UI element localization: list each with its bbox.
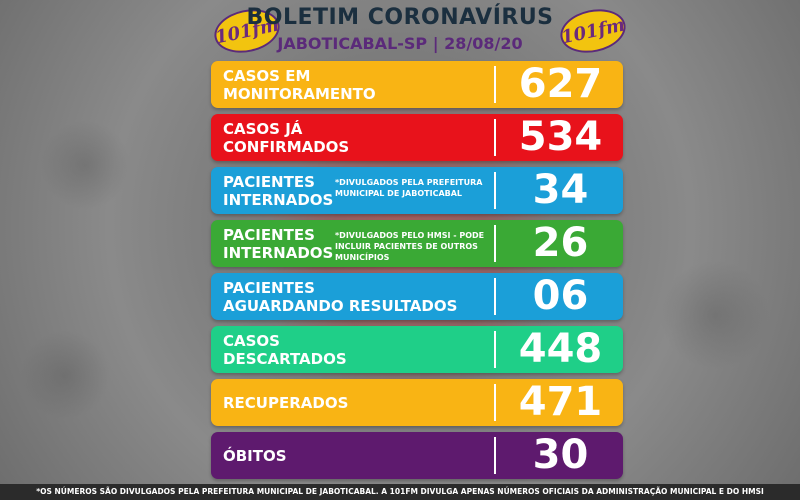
stat-value: 471 <box>518 379 603 425</box>
stat-label-line: CASOS <box>223 332 280 350</box>
stat-label-line: MONITORAMENTO <box>223 85 376 103</box>
stat-label-line: CASOS EM <box>223 67 311 85</box>
stat-label: RECUPERADOS <box>223 394 348 412</box>
stat-label: PACIENTES INTERNADOS <box>223 226 333 262</box>
stat-value: 534 <box>518 114 603 160</box>
divider <box>494 172 496 209</box>
stat-row-recovered: RECUPERADOS 471 <box>211 379 623 426</box>
divider <box>494 278 496 315</box>
virus-illustration <box>20 330 110 420</box>
stat-value: 34 <box>532 167 589 213</box>
divider <box>494 331 496 368</box>
stat-label: CASOS EM MONITORAMENTO <box>223 67 376 103</box>
stat-value: 26 <box>532 220 589 266</box>
stat-label-line: INTERNADOS <box>223 244 334 262</box>
page-subtitle: JABOTICABAL-SP | 28/08/20 <box>277 34 523 53</box>
stat-label: CASOS JÁ CONFIRMADOS <box>223 120 349 156</box>
stat-row-hospitalized-prefeitura: PACIENTES INTERNADOS *DIVULGADOS PELA PR… <box>211 167 623 214</box>
virus-illustration <box>40 120 130 210</box>
stat-label: ÓBITOS <box>223 447 287 465</box>
stat-note: *DIVULGADOS PELA PREFEITURA MUNICIPAL DE… <box>335 178 483 198</box>
stat-row-monitoring: CASOS EM MONITORAMENTO 627 <box>211 61 623 108</box>
stat-label-line: CASOS JÁ <box>223 120 303 138</box>
stat-label-line: CONFIRMADOS <box>223 138 350 156</box>
stat-row-awaiting: PACIENTES AGUARDANDO RESULTADOS 06 <box>211 273 623 320</box>
stat-note: *DIVULGADOS PELO HMSI - PODE INCLUIR PAC… <box>335 231 485 262</box>
stat-row-hospitalized-hmsi: PACIENTES INTERNADOS *DIVULGADOS PELO HM… <box>211 220 623 267</box>
stat-row-confirmed: CASOS JÁ CONFIRMADOS 534 <box>211 114 623 161</box>
stat-label-line: RECUPERADOS <box>223 394 349 412</box>
header: 101fm BOLETIM CORONAVÍRUS JABOTICABAL-SP… <box>0 0 800 60</box>
stat-label: PACIENTES AGUARDANDO RESULTADOS <box>223 279 457 315</box>
stat-label: PACIENTES INTERNADOS <box>223 173 333 209</box>
stats-list: CASOS EM MONITORAMENTO 627 CASOS JÁ CONF… <box>211 61 623 485</box>
stat-row-discarded: CASOS DESCARTADOS 448 <box>211 326 623 373</box>
stat-row-deaths: ÓBITOS 30 <box>211 432 623 479</box>
stat-label-line: ÓBITOS <box>223 447 287 465</box>
stat-value: 627 <box>518 61 603 107</box>
stat-label-line: PACIENTES <box>223 279 315 297</box>
divider <box>494 384 496 421</box>
stat-label-line: PACIENTES <box>223 226 315 244</box>
page-title: BOLETIM CORONAVÍRUS <box>246 5 554 30</box>
footer-disclaimer: *OS NÚMEROS SÃO DIVULGADOS PELA PREFEITU… <box>0 484 800 500</box>
virus-illustration <box>660 260 770 370</box>
divider <box>494 66 496 103</box>
stat-value: 448 <box>518 326 603 372</box>
stat-value: 30 <box>532 432 589 478</box>
divider <box>494 119 496 156</box>
stat-label-line: DESCARTADOS <box>223 350 347 368</box>
stat-value: 06 <box>532 273 589 319</box>
stat-label: CASOS DESCARTADOS <box>223 332 347 368</box>
stat-label-line: AGUARDANDO RESULTADOS <box>223 297 458 315</box>
stat-label-line: PACIENTES <box>223 173 315 191</box>
divider <box>494 225 496 262</box>
divider <box>494 437 496 474</box>
stat-label-line: INTERNADOS <box>223 191 334 209</box>
